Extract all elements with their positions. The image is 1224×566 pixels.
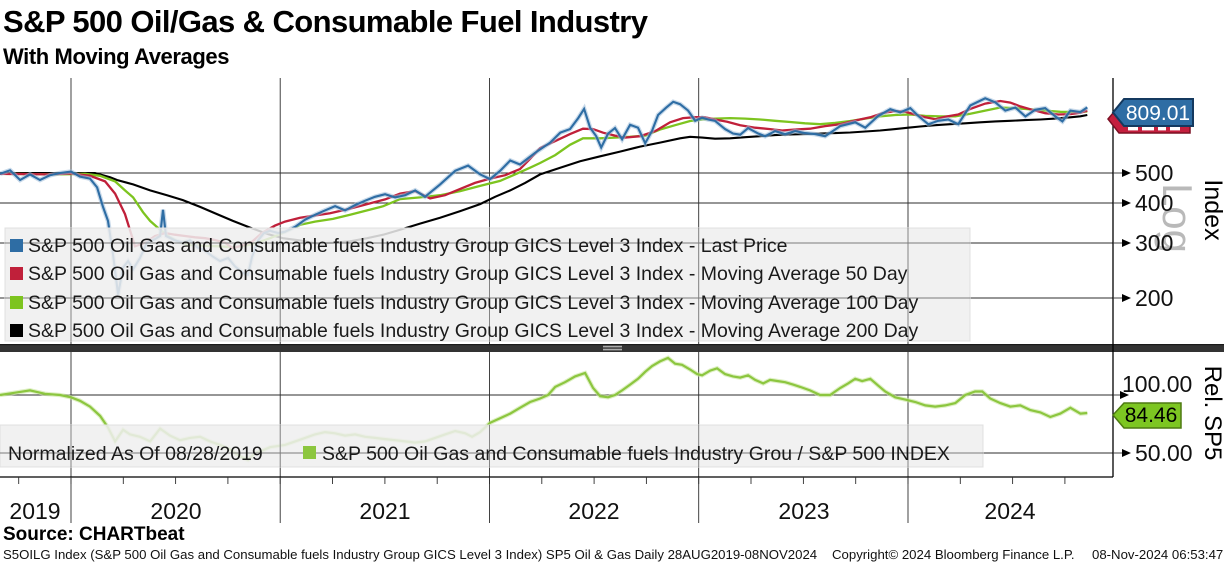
- svg-text:S&P 500 Oil Gas and Consumable: S&P 500 Oil Gas and Consumable fuels Ind…: [322, 443, 950, 465]
- relative-swatch: [303, 446, 316, 459]
- year-2021: 2021: [359, 498, 410, 524]
- footer-copyright: Copyright© 2024 Bloomberg Finance L.P.: [832, 547, 1075, 562]
- separator-drag-handle[interactable]: [603, 345, 622, 351]
- normalized-note: Normalized As Of 08/28/2019: [8, 443, 263, 465]
- svg-text:S&P 500 Oil Gas and Consumable: S&P 500 Oil Gas and Consumable fuels Ind…: [28, 320, 919, 342]
- tick-50: 50.00: [1113, 440, 1193, 466]
- price-legend-box: [4, 227, 971, 342]
- panel-separator: [0, 344, 1224, 352]
- page-title: S&P 500 Oil/Gas & Consumable Fuel Indust…: [3, 4, 648, 39]
- rel-sp5-axis-label: Rel. SP5: [1199, 366, 1224, 461]
- legend-item-ma100[interactable]: S&P 500 Oil Gas and Consumable fuels Ind…: [10, 292, 919, 314]
- relative-legend: Normalized As Of 08/28/2019 S&P 500 Oil …: [8, 443, 950, 465]
- svg-text:200: 200: [1135, 285, 1173, 311]
- index-axis-label: Index: [1199, 179, 1224, 241]
- svg-text:500: 500: [1135, 160, 1173, 186]
- price-legend: S&P 500 Oil Gas and Consumable fuels Ind…: [10, 235, 919, 342]
- footer-ticker-info: S5OILG Index (S&P 500 Oil Gas and Consum…: [3, 547, 818, 562]
- ma200-line: [0, 113, 1088, 245]
- svg-text:100.00: 100.00: [1122, 371, 1192, 397]
- svg-text:S&P 500 Oil Gas and Consumable: S&P 500 Oil Gas and Consumable fuels Ind…: [28, 235, 787, 257]
- year-2022: 2022: [568, 498, 619, 524]
- tick-200: 200: [1113, 285, 1173, 311]
- price-y-axis: 500 400 300 200: [1113, 160, 1173, 311]
- relative-y-axis: 100.00 50.00: [1113, 371, 1193, 466]
- svg-text:300: 300: [1135, 230, 1173, 256]
- tick-100: 100.00: [1113, 371, 1192, 399]
- year-2019: 2019: [9, 498, 60, 524]
- legend-item-ma50[interactable]: S&P 500 Oil Gas and Consumable fuels Ind…: [10, 263, 908, 285]
- relative-value-badge: 84.46: [1112, 402, 1182, 429]
- tick-500: 500: [1113, 160, 1173, 186]
- year-2023: 2023: [778, 498, 829, 524]
- ma50-swatch: [10, 267, 23, 280]
- axes: [0, 78, 1114, 478]
- last-price-swatch: [10, 239, 23, 252]
- svg-text:809.01: 809.01: [1126, 102, 1190, 125]
- relative-legend-box: [0, 424, 984, 468]
- svg-text:S&P 500 Oil Gas and Consumable: S&P 500 Oil Gas and Consumable fuels Ind…: [28, 292, 919, 314]
- legend-item-last-price[interactable]: S&P 500 Oil Gas and Consumable fuels Ind…: [10, 235, 787, 257]
- year-gridlines-over-legend: [70, 228, 909, 467]
- log-scale-watermark: Log: [1154, 183, 1201, 253]
- svg-text:50.00: 50.00: [1135, 440, 1193, 466]
- x-axis-ticks: [18, 477, 1066, 523]
- footer-timestamp: 08-Nov-2024 06:53:47: [1092, 547, 1224, 562]
- legend-item-relative[interactable]: S&P 500 Oil Gas and Consumable fuels Ind…: [303, 443, 950, 465]
- source-label: Source: CHARTbeat: [3, 524, 185, 545]
- year-2024: 2024: [984, 498, 1035, 524]
- ma200-swatch: [10, 324, 23, 337]
- last-price-badge: 809.01: [1111, 98, 1194, 127]
- svg-text:84.46: 84.46: [1125, 404, 1178, 427]
- tick-300: 300: [1113, 230, 1173, 256]
- tick-400: 400: [1113, 190, 1173, 216]
- svg-text:S&P 500 Oil Gas and Consumable: S&P 500 Oil Gas and Consumable fuels Ind…: [28, 263, 908, 285]
- legend-item-ma200[interactable]: S&P 500 Oil Gas and Consumable fuels Ind…: [10, 320, 919, 342]
- svg-text:400: 400: [1135, 190, 1173, 216]
- x-axis-year-labels: 2019 2020 2021 2022 2023 2024: [9, 498, 1035, 524]
- gridlines-over-legend: [0, 242, 983, 454]
- page-subtitle: With Moving Averages: [3, 44, 230, 69]
- ma100-swatch: [10, 296, 23, 309]
- year-2020: 2020: [150, 498, 201, 524]
